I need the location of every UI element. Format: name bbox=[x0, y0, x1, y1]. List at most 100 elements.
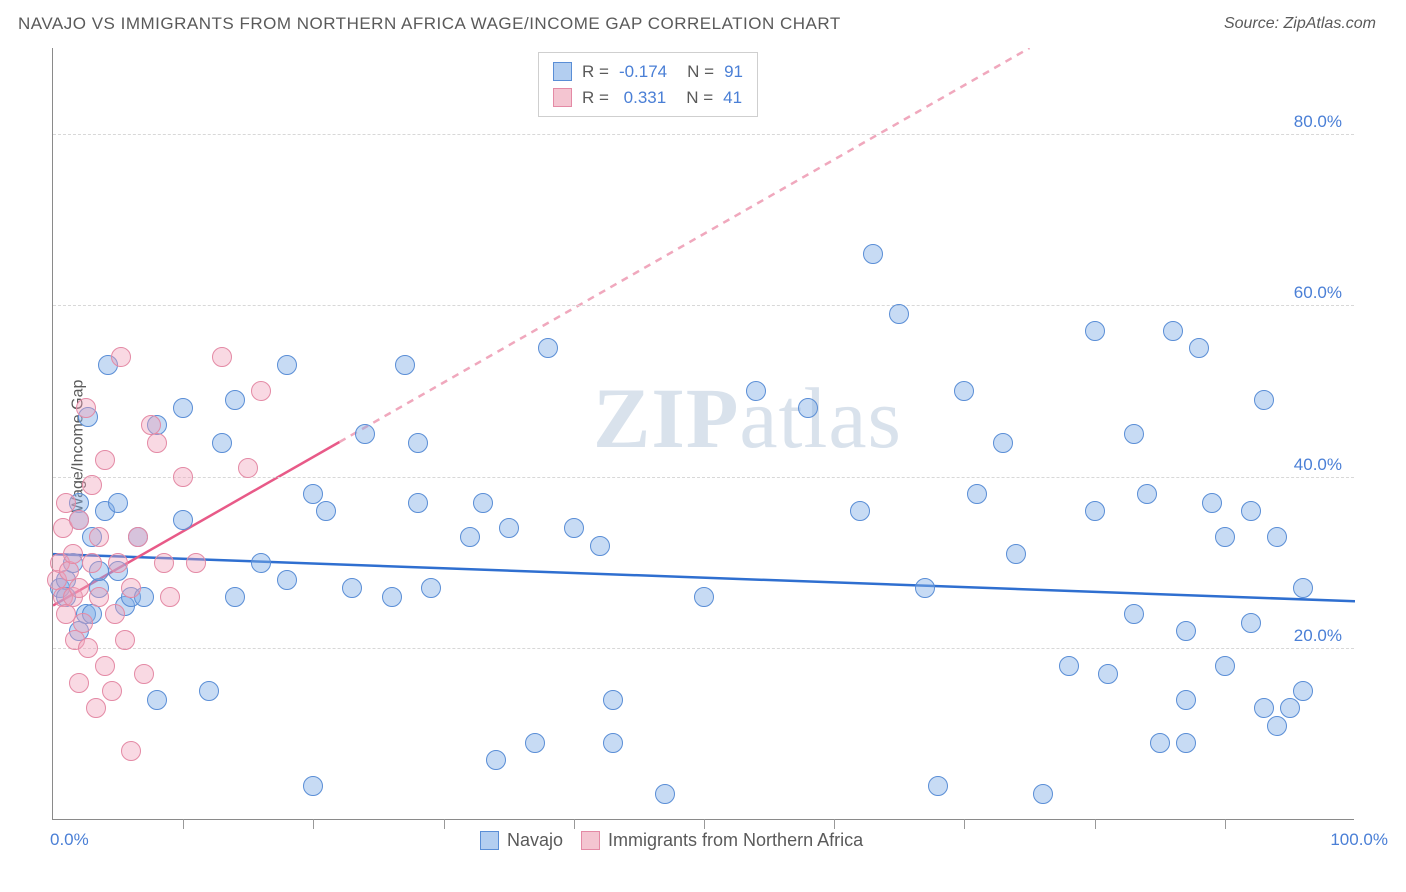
data-point bbox=[1293, 578, 1313, 598]
data-point bbox=[1254, 698, 1274, 718]
data-point bbox=[1189, 338, 1209, 358]
bottom-legend: Navajo Immigrants from Northern Africa bbox=[480, 830, 863, 851]
data-point bbox=[95, 450, 115, 470]
data-point bbox=[56, 493, 76, 513]
x-tick bbox=[704, 819, 705, 829]
data-point bbox=[408, 493, 428, 513]
data-point bbox=[73, 613, 93, 633]
chart-title: NAVAJO VS IMMIGRANTS FROM NORTHERN AFRIC… bbox=[18, 14, 841, 34]
data-point bbox=[395, 355, 415, 375]
x-tick bbox=[574, 819, 575, 829]
legend-item: Immigrants from Northern Africa bbox=[581, 830, 863, 851]
data-point bbox=[525, 733, 545, 753]
data-point bbox=[473, 493, 493, 513]
data-point bbox=[160, 587, 180, 607]
data-point bbox=[1137, 484, 1157, 504]
y-tick-label: 80.0% bbox=[1294, 112, 1342, 132]
data-point bbox=[1085, 321, 1105, 341]
x-tick bbox=[964, 819, 965, 829]
data-point bbox=[408, 433, 428, 453]
data-point bbox=[915, 578, 935, 598]
data-point bbox=[147, 690, 167, 710]
data-point bbox=[967, 484, 987, 504]
data-point bbox=[69, 578, 89, 598]
data-point bbox=[89, 527, 109, 547]
data-point bbox=[590, 536, 610, 556]
source-label: Source: ZipAtlas.com bbox=[1224, 15, 1376, 33]
data-point bbox=[277, 355, 297, 375]
scatter-chart: ZIPatlas 20.0%40.0%60.0%80.0% bbox=[52, 48, 1354, 820]
data-point bbox=[655, 784, 675, 804]
x-tick bbox=[1225, 819, 1226, 829]
data-point bbox=[95, 656, 115, 676]
data-point bbox=[889, 304, 909, 324]
x-tick-label-min: 0.0% bbox=[50, 830, 89, 850]
swatch-pink-icon bbox=[553, 88, 572, 107]
x-tick bbox=[834, 819, 835, 829]
data-point bbox=[303, 776, 323, 796]
data-point bbox=[746, 381, 766, 401]
watermark: ZIPatlas bbox=[593, 368, 902, 468]
data-point bbox=[1176, 690, 1196, 710]
correlation-box: R = -0.174 N = 91 R = 0.331 N = 41 bbox=[538, 52, 758, 117]
data-point bbox=[460, 527, 480, 547]
grid-line bbox=[53, 305, 1354, 306]
x-tick-label-max: 100.0% bbox=[1330, 830, 1388, 850]
data-point bbox=[382, 587, 402, 607]
data-point bbox=[1215, 656, 1235, 676]
data-point bbox=[1241, 501, 1261, 521]
data-point bbox=[1267, 527, 1287, 547]
data-point bbox=[63, 544, 83, 564]
swatch-blue-icon bbox=[480, 831, 499, 850]
data-point bbox=[303, 484, 323, 504]
data-point bbox=[1163, 321, 1183, 341]
trend-lines bbox=[53, 48, 1355, 820]
data-point bbox=[225, 390, 245, 410]
data-point bbox=[850, 501, 870, 521]
data-point bbox=[108, 493, 128, 513]
data-point bbox=[186, 553, 206, 573]
data-point bbox=[798, 398, 818, 418]
data-point bbox=[694, 587, 714, 607]
data-point bbox=[564, 518, 584, 538]
data-point bbox=[499, 518, 519, 538]
data-point bbox=[212, 347, 232, 367]
data-point bbox=[69, 673, 89, 693]
data-point bbox=[1098, 664, 1118, 684]
data-point bbox=[603, 733, 623, 753]
data-point bbox=[134, 664, 154, 684]
data-point bbox=[82, 475, 102, 495]
data-point bbox=[199, 681, 219, 701]
data-point bbox=[1293, 681, 1313, 701]
data-point bbox=[954, 381, 974, 401]
data-point bbox=[863, 244, 883, 264]
legend-label: Immigrants from Northern Africa bbox=[608, 830, 863, 851]
data-point bbox=[277, 570, 297, 590]
data-point bbox=[538, 338, 558, 358]
x-tick bbox=[1095, 819, 1096, 829]
x-tick bbox=[183, 819, 184, 829]
data-point bbox=[251, 381, 271, 401]
corr-row: R = -0.174 N = 91 bbox=[553, 59, 743, 85]
data-point bbox=[421, 578, 441, 598]
data-point bbox=[1006, 544, 1026, 564]
data-point bbox=[115, 630, 135, 650]
data-point bbox=[1202, 493, 1222, 513]
data-point bbox=[1241, 613, 1261, 633]
data-point bbox=[1033, 784, 1053, 804]
data-point bbox=[108, 553, 128, 573]
data-point bbox=[316, 501, 336, 521]
data-point bbox=[105, 604, 125, 624]
data-point bbox=[1280, 698, 1300, 718]
data-point bbox=[69, 510, 89, 530]
grid-line bbox=[53, 648, 1354, 649]
data-point bbox=[251, 553, 271, 573]
data-point bbox=[121, 578, 141, 598]
y-tick-label: 40.0% bbox=[1294, 455, 1342, 475]
data-point bbox=[1124, 424, 1144, 444]
x-tick bbox=[444, 819, 445, 829]
data-point bbox=[928, 776, 948, 796]
data-point bbox=[128, 527, 148, 547]
data-point bbox=[225, 587, 245, 607]
data-point bbox=[89, 587, 109, 607]
